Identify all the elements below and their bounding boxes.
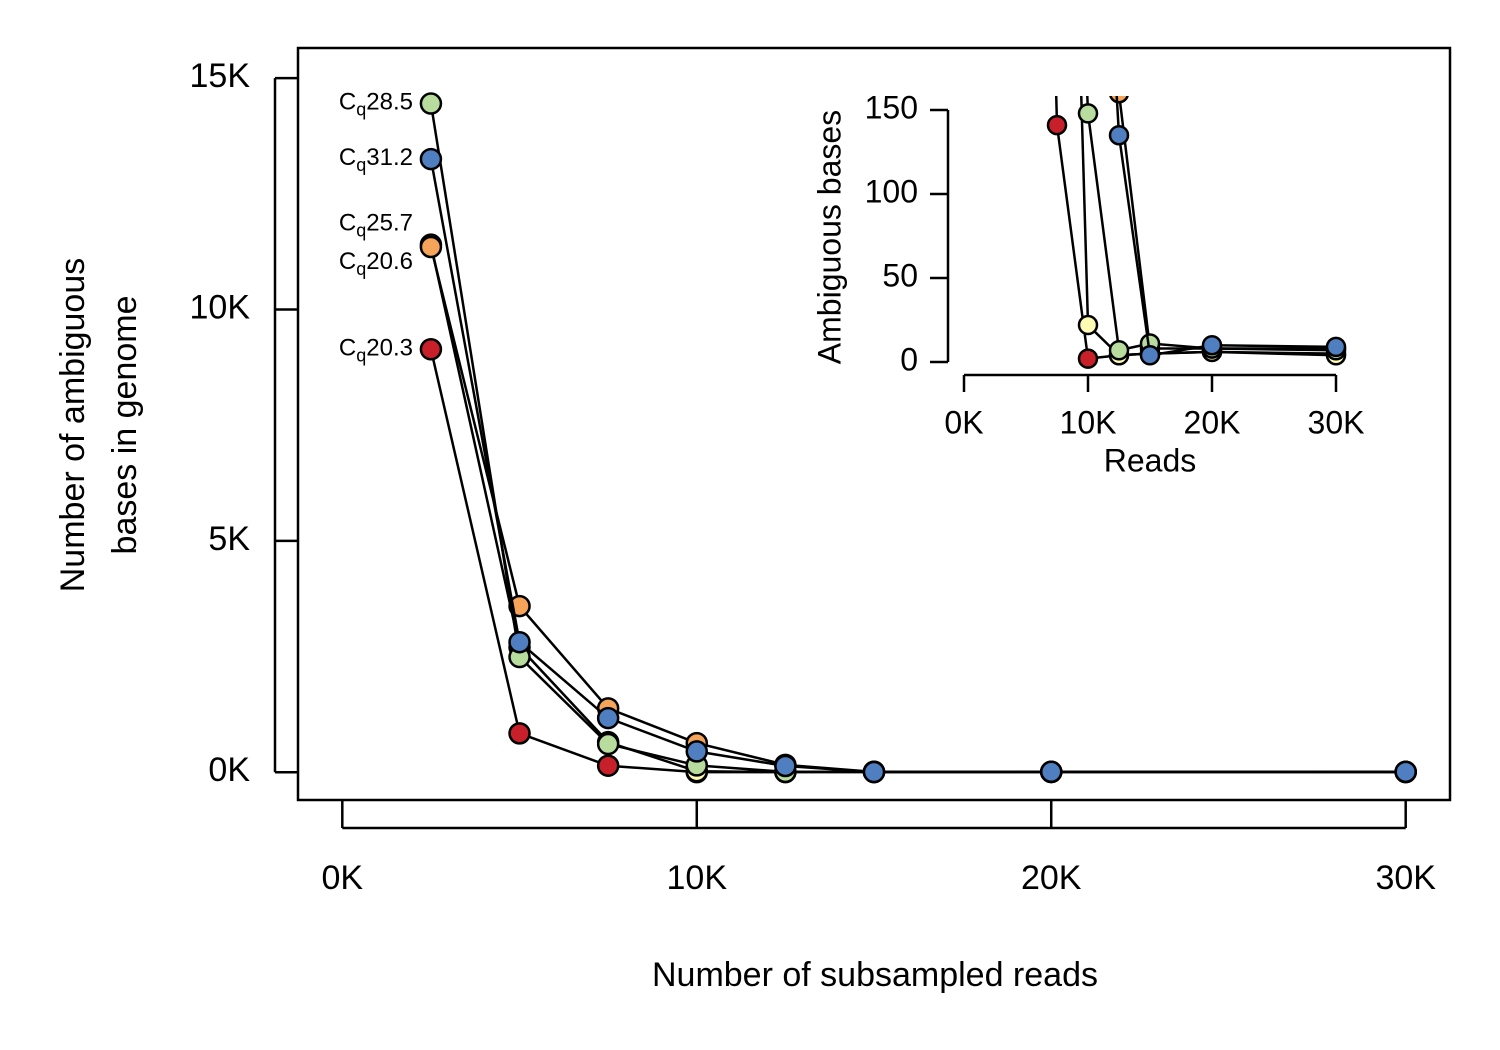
inset-series-point bbox=[1077, 314, 1099, 336]
inset-series-line bbox=[1118, 96, 1336, 350]
series-label: Cq28.5 bbox=[339, 89, 413, 119]
inset-series-point bbox=[1077, 103, 1099, 124]
series-label: Cq20.3 bbox=[339, 335, 413, 365]
series-point bbox=[862, 760, 886, 784]
inset-y-tick-label: 0 bbox=[900, 341, 918, 377]
series-point bbox=[774, 754, 797, 778]
series-point bbox=[508, 722, 531, 745]
inset-series-line bbox=[1115, 96, 1337, 357]
inset-series-line bbox=[1054, 96, 1337, 361]
series-point bbox=[419, 92, 443, 115]
inset-x-tick-label: 0K bbox=[944, 404, 983, 440]
plot-frame bbox=[296, 46, 1452, 802]
y-tick-label: 10K bbox=[190, 288, 251, 326]
series-label: Cq31.2 bbox=[339, 144, 413, 174]
series-point bbox=[596, 706, 620, 730]
series-point bbox=[1039, 760, 1063, 784]
series-line bbox=[429, 158, 1406, 774]
series-label: Cq25.7 bbox=[339, 210, 413, 240]
inset-series-point bbox=[1139, 345, 1161, 366]
series-point bbox=[1394, 760, 1417, 784]
inset-y-tick-label: 50 bbox=[882, 257, 918, 293]
series-point bbox=[419, 147, 443, 171]
inset-y-tick-label: 100 bbox=[865, 173, 918, 209]
series-point bbox=[508, 630, 531, 654]
x-tick-label: 0K bbox=[322, 859, 364, 897]
inset-x-tick-label: 20K bbox=[1184, 404, 1241, 440]
inset-x-tick-label: 30K bbox=[1308, 404, 1365, 440]
series-label: Cq20.6 bbox=[339, 248, 413, 278]
series-point bbox=[685, 740, 709, 763]
y-axis-label: bases in genome bbox=[106, 296, 144, 555]
inset-series-point bbox=[1201, 334, 1223, 356]
inset-series-line bbox=[1086, 96, 1337, 352]
inset-x-tick-label: 10K bbox=[1060, 404, 1117, 440]
x-tick-label: 10K bbox=[667, 859, 728, 897]
inset-x-label: Reads bbox=[1104, 442, 1197, 478]
inset-series-line bbox=[1080, 96, 1337, 357]
y-axis-label: Number of ambiguous bbox=[54, 258, 92, 593]
series-point bbox=[419, 338, 443, 361]
inset-series-point bbox=[1108, 339, 1130, 361]
y-tick-label: 5K bbox=[208, 520, 250, 558]
inset-series-point bbox=[1077, 348, 1099, 369]
inset-y-tick-label: 150 bbox=[865, 89, 918, 125]
x-tick-label: 30K bbox=[1375, 859, 1436, 897]
x-axis-label: Number of subsampled reads bbox=[652, 956, 1098, 994]
inset-series-point bbox=[1109, 96, 1129, 104]
inset-series-point bbox=[1325, 336, 1347, 358]
inset-plot bbox=[1046, 96, 1347, 369]
y-tick-label: 0K bbox=[208, 751, 250, 789]
series-point bbox=[419, 235, 443, 259]
x-tick-label: 20K bbox=[1021, 859, 1082, 897]
series-point bbox=[596, 754, 620, 777]
series-point bbox=[596, 732, 620, 756]
inset-series-point bbox=[1108, 124, 1130, 146]
y-tick-label: 15K bbox=[190, 57, 251, 95]
inset-y-label: Ambiguous bases bbox=[811, 110, 847, 364]
inset-series-point bbox=[1046, 114, 1068, 136]
